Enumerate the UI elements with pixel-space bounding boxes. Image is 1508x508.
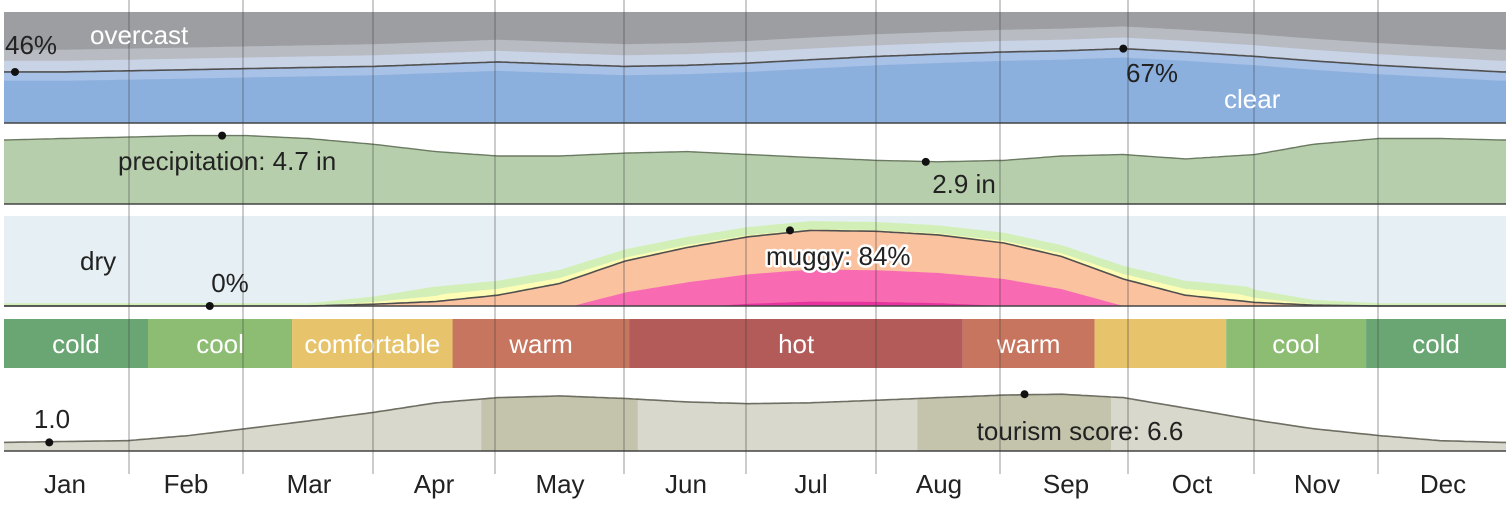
tourism-annotation-label: 1.0: [34, 404, 70, 434]
humidity-annotation-dot: [205, 302, 214, 310]
overcast-label: overcast: [90, 20, 189, 50]
humidity-annotation-label: 0%: [211, 268, 249, 298]
temperature-bands-panel: cold cool comfortable warm hot warm cool cold: [4, 319, 1506, 368]
dry-label: dry: [80, 246, 116, 276]
temperature-band-label: cold: [1412, 329, 1460, 359]
temperature-band-label: comfortable: [304, 329, 440, 359]
humidity-panel: [4, 216, 1506, 307]
tourism-line: [3, 393, 1506, 444]
temperature-band: [148, 319, 293, 368]
temperature-band-label: cold: [52, 329, 100, 359]
temperature-band: [962, 319, 1095, 368]
cloud-annotation-label: 46%: [5, 30, 57, 60]
month-tick-label: Jun: [665, 469, 707, 499]
clear-percent-line: [4, 47, 1506, 73]
humidity-annotation-dot: [785, 226, 794, 235]
month-tick-label: Dec: [1420, 469, 1466, 499]
temperature-band-label: warm: [996, 329, 1061, 359]
tourism-annotation-dot: [45, 438, 54, 447]
precipitation-annotation-label: 2.9 in: [932, 169, 996, 199]
temperature-band: [452, 319, 630, 368]
temperature-band: [1226, 319, 1367, 368]
month-tick-label: Jul: [794, 469, 827, 499]
annotation-layer: overcast clear 46% 67% precipitation: 4.7 in…: [5, 20, 1281, 447]
muggy-band: [4, 230, 1506, 306]
tourism-best-period: [481, 395, 638, 451]
humidity-annotation-label: muggy: 84%: [766, 241, 911, 271]
temperature-band: [4, 319, 149, 368]
month-axis: Jan Feb Mar Apr May Jun Jul Aug Sep Oct Nov Dec: [44, 469, 1466, 499]
precipitation-area: [4, 135, 1506, 204]
month-tick-label: Oct: [1172, 469, 1213, 499]
month-tick-label: May: [535, 469, 584, 499]
cloud-annotation-dot: [11, 67, 19, 76]
temperature-band-label: cool: [1272, 329, 1320, 359]
tourism-annotation-dot: [1020, 390, 1029, 399]
precipitation-annotation-label: precipitation: 4.7 in: [118, 146, 336, 176]
cloud-annotation-dot: [1119, 44, 1128, 53]
tourism-best-period: [917, 394, 1111, 451]
clear-label: clear: [1224, 84, 1281, 114]
month-tick-label: Sep: [1043, 469, 1089, 499]
temperature-band: [629, 319, 963, 368]
month-tick-label: Mar: [287, 469, 332, 499]
oppressive-band: [4, 269, 1506, 306]
temperature-band: [1094, 319, 1227, 368]
month-tick-label: Feb: [164, 469, 209, 499]
miserable-band: [4, 301, 1506, 306]
temperature-band: [292, 319, 453, 368]
tourism-area: [4, 394, 1506, 451]
cloud-cover-panel: [4, 12, 1506, 124]
month-tick-label: Jan: [44, 469, 86, 499]
temperature-band: [1366, 319, 1506, 368]
precipitation-panel: [3, 134, 1506, 205]
cloud-annotation-label: 67%: [1126, 58, 1178, 88]
precipitation-line: [3, 134, 1506, 163]
precipitation-annotation-dot: [921, 157, 930, 166]
clear-band: [4, 57, 1506, 123]
precipitation-annotation-dot: [218, 131, 227, 140]
temperature-band-label: hot: [778, 329, 815, 359]
month-tick-label: Apr: [414, 469, 455, 499]
tourism-score-panel: [3, 393, 1506, 452]
month-divider-lines: [128, 0, 1379, 474]
month-tick-label: Aug: [916, 469, 962, 499]
month-tick-label: Nov: [1294, 469, 1340, 499]
tourism-annotation-label: tourism score: 6.6: [977, 416, 1184, 446]
temperature-band-label: warm: [508, 329, 573, 359]
temperature-band-label: cool: [196, 329, 244, 359]
